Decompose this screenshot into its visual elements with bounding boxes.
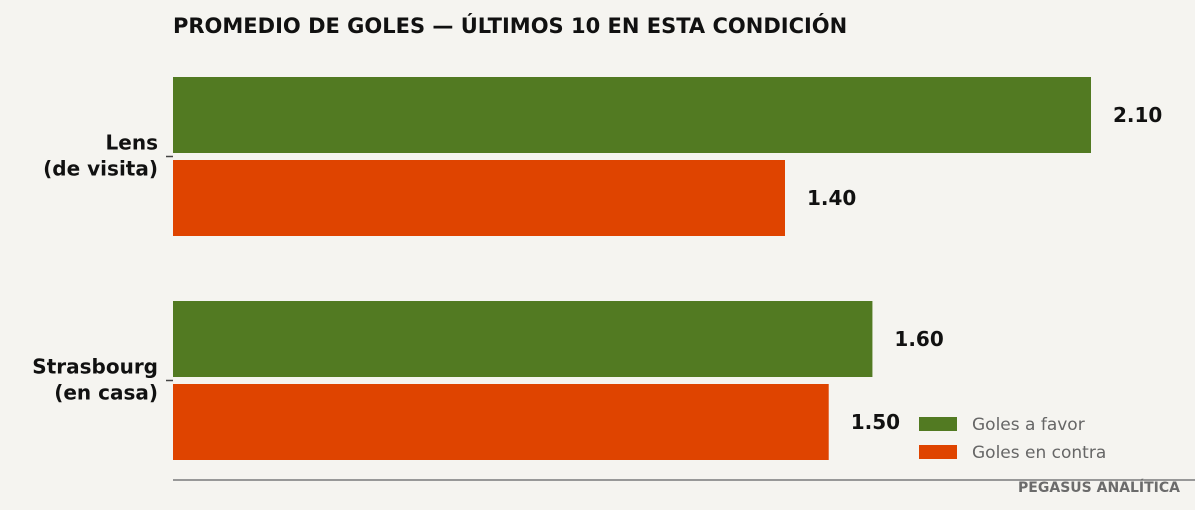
footer-brand: PEGASUS ANALÍTICA [1018, 479, 1180, 496]
chart-title: PROMEDIO DE GOLES — ÚLTIMOS 10 EN ESTA C… [173, 13, 847, 38]
bar-goles-a-favor-0 [173, 77, 1091, 153]
bars-group: 2.10 1.40 1.60 1.50 [173, 77, 1162, 460]
category-label: Strasbourg (en casa) [32, 355, 158, 405]
value-label: 1.50 [851, 410, 900, 434]
value-label: 2.10 [1113, 103, 1162, 127]
category-labels: Lens (de visita) Strasbourg (en casa) [32, 131, 173, 405]
category-label: Lens (de visita) [43, 131, 158, 181]
legend-swatch [919, 445, 957, 459]
value-label: 1.40 [807, 186, 856, 210]
bar-goles-en-contra-1 [173, 384, 829, 460]
legend: Goles a favor Goles en contra [919, 415, 1106, 463]
legend-label: Goles en contra [972, 443, 1106, 463]
value-label: 1.60 [894, 327, 943, 351]
bar-goles-en-contra-0 [173, 160, 785, 236]
bar-goles-a-favor-1 [173, 301, 873, 377]
legend-label: Goles a favor [972, 415, 1085, 435]
legend-swatch [919, 417, 957, 431]
